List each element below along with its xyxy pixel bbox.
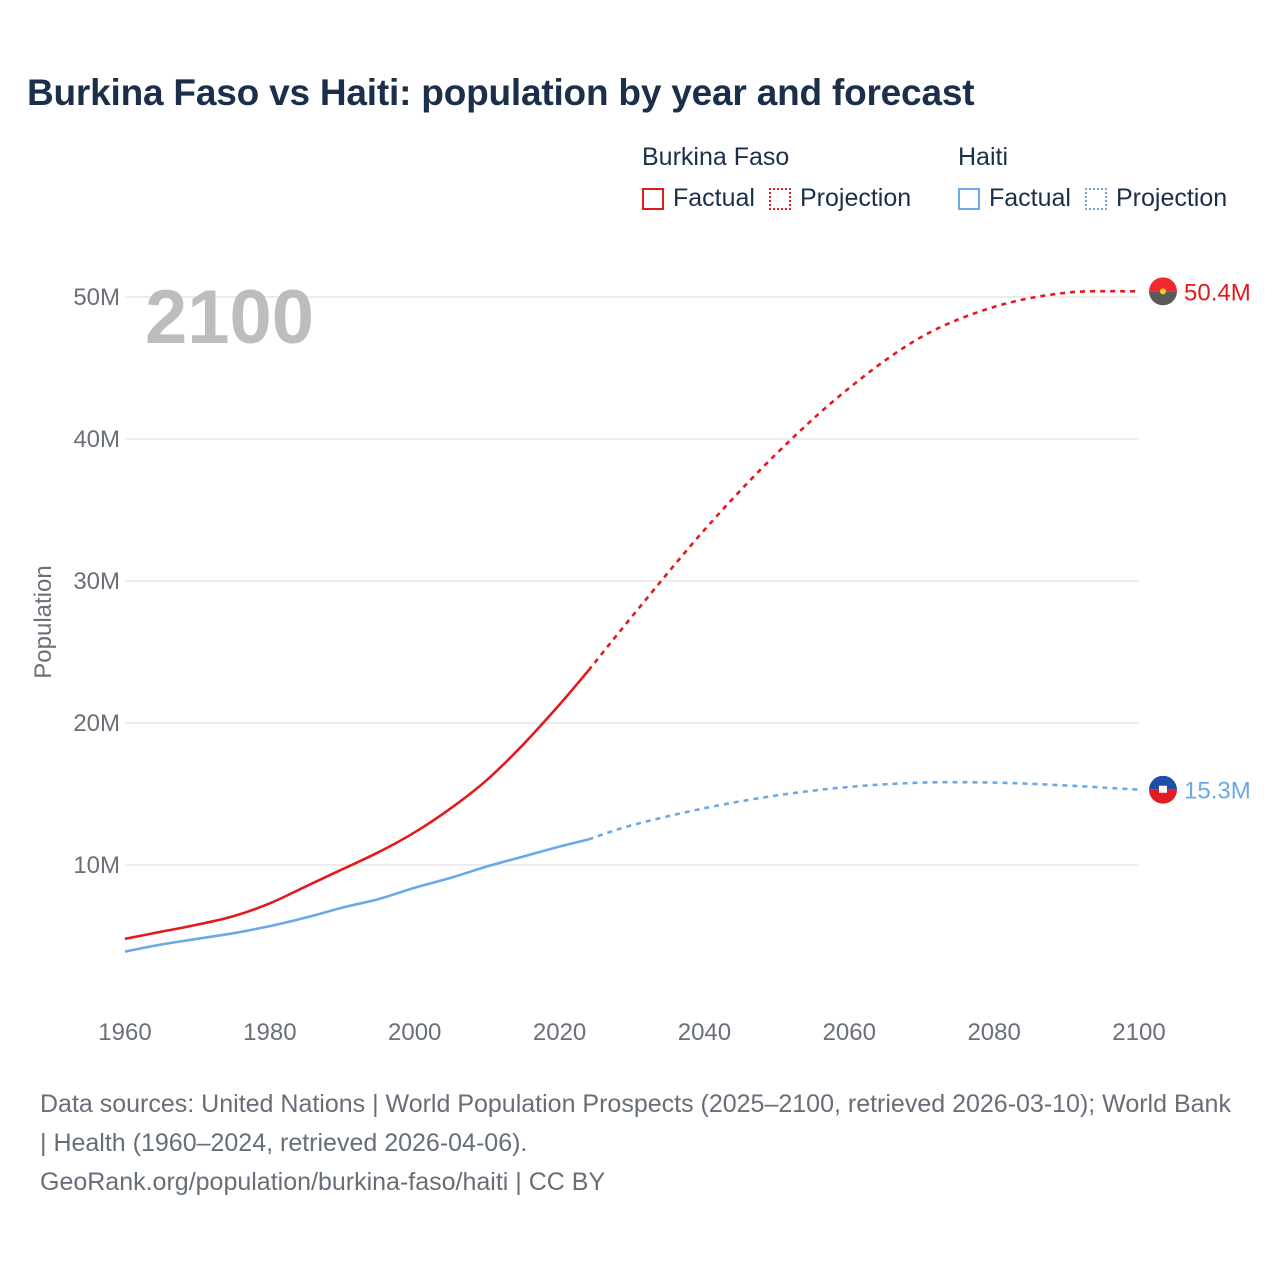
footer: Data sources: United Nations | World Pop…: [40, 1085, 1240, 1202]
x-tick-label: 2020: [533, 1019, 586, 1046]
y-tick-label: 20M: [73, 710, 120, 737]
series-line-haiti-factual[interactable]: [124, 838, 589, 953]
flag-emblem: [1159, 785, 1167, 793]
gridlines: [125, 296, 1139, 866]
legend-item-haiti-projection[interactable]: Projection: [1084, 184, 1228, 213]
x-tick-label: 2040: [678, 1019, 731, 1046]
chart-title: Burkina Faso vs Haiti: population by yea…: [27, 72, 975, 113]
x-tick-label: 2060: [823, 1019, 876, 1046]
data-sources: Data sources: United Nations | World Pop…: [40, 1090, 1231, 1157]
year-overlay: 2100: [145, 275, 314, 360]
flag-icon-haiti[interactable]: [1149, 775, 1177, 804]
y-axis-label: Population: [30, 565, 57, 678]
series-line-haiti-projection[interactable]: [588, 780, 1140, 841]
y-tick-label: 30M: [73, 568, 120, 595]
legend-label: Projection: [1115, 184, 1228, 212]
legend-swatch-dotted: [1084, 187, 1107, 210]
end-value-label-haiti: 15.3M: [1184, 778, 1251, 805]
y-tick-label: 40M: [73, 426, 120, 453]
flag-stripe: [1149, 291, 1177, 306]
legend-group-haiti: Haiti Factual Projection: [958, 143, 1241, 213]
legend-group-burkina-faso: Burkina Faso Factual Projection: [642, 143, 925, 213]
flag-stripe: [1149, 277, 1177, 292]
flag-icon-burkina-faso[interactable]: [1149, 277, 1177, 306]
y-tick-label: 10M: [73, 852, 120, 879]
flag-stripe: [1149, 775, 1177, 790]
legend-swatch-solid: [642, 187, 664, 210]
x-tick-label: 2100: [1112, 1019, 1165, 1046]
legend-item-burkina-faso-projection[interactable]: Projection: [768, 184, 912, 213]
legend-swatch-dotted: [768, 187, 791, 210]
legend-label: Factual: [673, 184, 755, 212]
y-tick-label: 50M: [73, 284, 120, 311]
y-axis-ticks: 10M 20M 30M 40M 50M: [73, 284, 120, 879]
legend-item-haiti-factual[interactable]: Factual: [958, 184, 1071, 213]
x-axis-ticks: 1960 1980 2000 2020 2040 2060 2080 2100: [98, 1019, 1165, 1046]
line-chart: 10M 20M 30M 40M 50M 1960 1980 2000 2020 2040 2060…: [30, 275, 1251, 1046]
x-tick-label: 2000: [388, 1019, 441, 1046]
legend-label: Factual: [989, 184, 1071, 212]
legend-swatch-solid: [958, 187, 980, 210]
flag-star: [1160, 288, 1166, 295]
credit-link[interactable]: GeoRank.org/population/burkina-faso/hait…: [40, 1168, 606, 1196]
series-line-burkina-faso-factual[interactable]: [124, 669, 590, 941]
x-tick-label: 2080: [967, 1019, 1020, 1046]
x-tick-label: 1980: [243, 1019, 296, 1046]
end-markers: 50.4M 15.3M: [1149, 277, 1251, 805]
series-line-burkina-faso-projection[interactable]: [587, 289, 1140, 672]
legend-item-burkina-faso-factual[interactable]: Factual: [642, 184, 755, 213]
series-lines: [124, 289, 1140, 953]
end-value-label-burkina-faso: 50.4M: [1184, 279, 1251, 306]
legend-label: Projection: [799, 184, 912, 212]
flag-stripe: [1149, 789, 1177, 804]
legend-country-haiti: Haiti: [958, 143, 1009, 171]
x-tick-label: 1960: [98, 1019, 151, 1046]
legend-country-burkina-faso: Burkina Faso: [642, 143, 790, 171]
